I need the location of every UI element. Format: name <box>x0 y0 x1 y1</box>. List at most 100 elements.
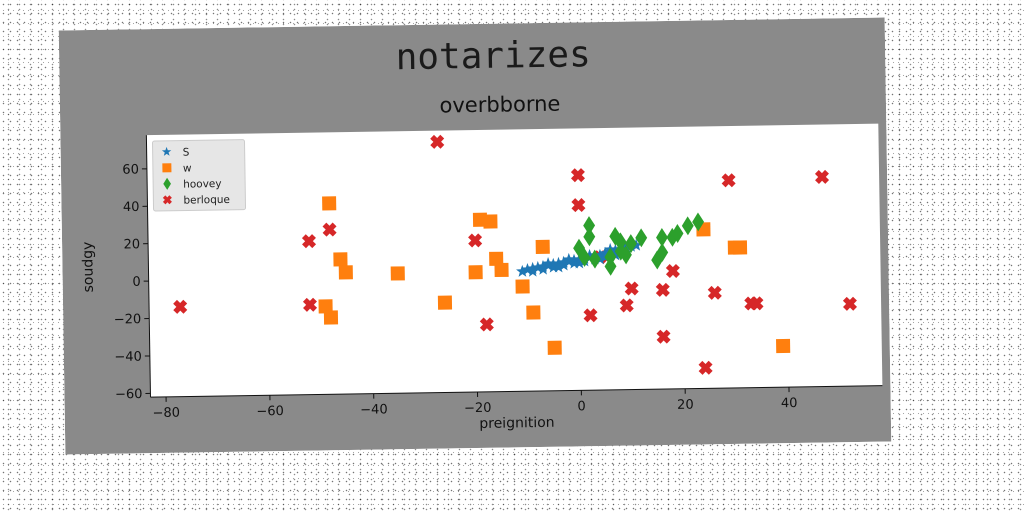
x-point <box>842 296 858 311</box>
chart-figure: notarizes overbborne −80 −60 −40 −20 0 20 40 −6… <box>58 17 892 455</box>
diamond-point <box>681 216 694 236</box>
star-point <box>547 260 560 273</box>
star-point <box>573 256 586 269</box>
diamond-point <box>671 224 684 243</box>
diamond-point <box>692 212 705 232</box>
square-point <box>437 295 453 310</box>
y-tick-label: 0 <box>132 275 141 290</box>
x-point <box>571 198 586 213</box>
x-point <box>814 169 830 184</box>
x-point <box>656 329 671 344</box>
square-point <box>494 262 509 278</box>
star-point <box>541 256 555 270</box>
square-point <box>489 251 504 266</box>
square-point <box>776 338 791 354</box>
x-tick-label: −40 <box>360 402 388 417</box>
y-tick-label: −40 <box>114 350 142 365</box>
star-point <box>562 252 576 265</box>
x-point <box>583 308 598 323</box>
y-tick-label: −20 <box>114 312 142 327</box>
x-point <box>173 299 188 314</box>
legend-marker-berloque <box>162 195 172 205</box>
x-point <box>570 168 585 183</box>
x-tick-label: 20 <box>677 398 694 413</box>
square-point <box>390 266 405 281</box>
x-point <box>698 360 713 375</box>
square-point <box>732 240 748 255</box>
x-point <box>655 282 670 297</box>
star-point <box>521 262 534 275</box>
diamond-point <box>604 256 617 276</box>
figure-suptitle: notarizes <box>395 34 591 78</box>
diamond-point <box>651 250 664 270</box>
x-axis-label: preignition <box>479 415 555 432</box>
y-tick-label: 20 <box>123 237 140 252</box>
x-tick-label: 0 <box>577 399 586 414</box>
star-point <box>531 260 545 273</box>
square-point <box>547 340 562 355</box>
y-axis-line <box>145 135 151 398</box>
x-tick-label: −20 <box>464 401 492 416</box>
star-point <box>526 264 539 277</box>
diamond-point <box>635 228 648 248</box>
legend-marker-hoovey <box>163 177 171 190</box>
square-point <box>483 214 498 229</box>
square-point <box>535 239 550 254</box>
legend-label: S <box>183 146 190 158</box>
diamond-point <box>666 227 679 247</box>
x-tick-label: −60 <box>256 404 284 419</box>
diamond-point <box>583 227 596 247</box>
legend-box <box>152 139 247 212</box>
series-hoovey <box>573 212 705 276</box>
data-marks <box>173 134 858 375</box>
square-point <box>338 265 353 280</box>
y-tick-label: −60 <box>115 387 143 402</box>
diamond-point <box>656 242 669 262</box>
x-point <box>619 298 634 313</box>
x-point <box>322 222 337 237</box>
x-point <box>665 263 680 279</box>
axes: −80 −60 −40 −20 0 20 40 −60 −40 −20 0 20 40 60 <box>114 135 883 421</box>
diamond-point <box>624 234 637 254</box>
series-berloque <box>173 134 858 375</box>
diamond-point <box>583 216 596 235</box>
plot-area <box>146 123 883 398</box>
legend-marker-w <box>162 163 172 173</box>
x-point <box>749 296 764 311</box>
y-tick-label: 60 <box>122 162 139 177</box>
star-point <box>609 248 622 261</box>
x-tick-label: 40 <box>781 396 798 411</box>
x-point <box>468 233 483 248</box>
star-point <box>629 238 643 251</box>
square-point <box>515 279 530 294</box>
x-point <box>302 297 318 312</box>
square-point <box>468 265 483 280</box>
legend-label: berloque <box>183 194 230 207</box>
star-point <box>552 260 565 273</box>
star-point <box>536 262 550 275</box>
star-point <box>567 256 581 269</box>
diamond-point <box>578 247 591 267</box>
chart-title: overbborne <box>439 92 560 118</box>
square-point <box>323 310 339 325</box>
star-point <box>516 264 529 277</box>
x-point <box>721 173 736 188</box>
square-point <box>322 196 337 211</box>
square-point <box>318 299 333 314</box>
x-point <box>624 281 639 296</box>
x-tick-label: −80 <box>152 406 180 421</box>
x-point <box>430 134 445 149</box>
diamond-point <box>619 245 632 265</box>
diamond-point <box>656 228 668 247</box>
star-point <box>583 248 596 261</box>
star-point <box>557 258 571 271</box>
y-axis-label: soudgy <box>80 242 97 293</box>
legend-marker-S <box>161 146 172 156</box>
square-point <box>526 305 541 320</box>
legend-label: w <box>183 162 192 174</box>
x-point <box>479 317 494 332</box>
y-tick-label: 40 <box>123 200 140 215</box>
diamond-point <box>588 249 601 269</box>
x-point <box>707 285 722 300</box>
legend: Sw hoovey berloque <box>152 139 247 212</box>
